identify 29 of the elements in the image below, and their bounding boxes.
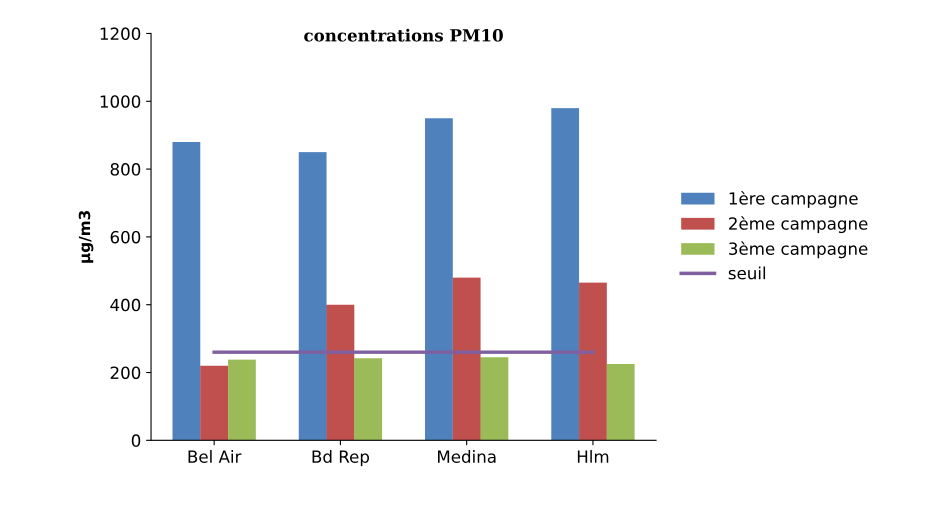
y-tick-label: 800 [110,163,140,176]
bar [425,118,453,440]
bar [172,142,200,440]
legend-label: 2ème campagne [729,216,868,234]
y-tick-label: 400 [110,298,140,312]
y-tick-label: 1000 [100,95,140,108]
chart-title: concentrations PM10 [304,28,503,42]
y-tick-label: 0 [132,434,140,447]
x-tick-label: Bd Rep [312,450,370,466]
legend-label: 1ère campagne [730,191,858,208]
legend-label: seuil [728,266,766,280]
bar [298,152,327,440]
bar [551,108,580,440]
y-tick-label: 600 [110,230,140,244]
y-axis-title: µg/m3 [78,210,94,263]
bar [606,364,635,440]
x-tick-label: Medina [438,450,496,463]
bar [354,358,382,440]
y-tick-label: 200 [110,366,140,380]
x-tick-label: Bel Air [188,450,242,463]
bar [326,304,354,440]
bar [200,366,228,440]
legend-label: 3ème campagne [729,241,868,258]
bar [228,360,256,440]
bar [452,278,481,440]
bar [480,357,508,440]
x-tick-label: Hlm [578,450,608,463]
y-tick-label: 1200 [100,27,140,40]
bar [579,282,607,440]
